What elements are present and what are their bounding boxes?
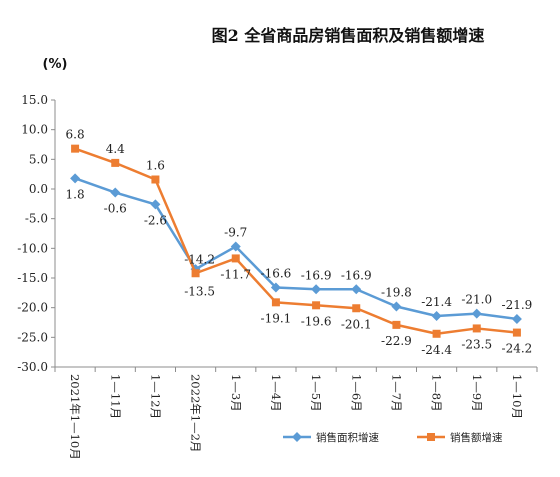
x-tick-label: 1—3月 bbox=[229, 374, 243, 412]
x-tick-label: 1—9月 bbox=[470, 374, 484, 412]
data-point bbox=[391, 301, 402, 312]
data-point bbox=[231, 254, 240, 263]
data-point bbox=[392, 320, 401, 329]
data-label: -20.1 bbox=[341, 317, 372, 331]
data-point bbox=[270, 282, 281, 293]
x-tick-label: 1—10月 bbox=[510, 374, 524, 419]
data-label: 1.8 bbox=[66, 187, 85, 201]
x-tick-label: 1—12月 bbox=[148, 374, 162, 419]
data-label: -21.9 bbox=[502, 298, 533, 312]
data-labels: 6.81.84.4-0.61.6-2.6-14.2-13.5-9.7-11.7-… bbox=[66, 128, 533, 357]
data-point bbox=[71, 144, 80, 153]
data-label: -9.7 bbox=[224, 226, 247, 240]
chart-axes bbox=[54, 100, 537, 368]
y-tick-label: -10.0 bbox=[17, 241, 48, 255]
legend-label: 销售额增速 bbox=[450, 431, 503, 444]
x-tick-label: 1—4月 bbox=[269, 374, 283, 412]
data-point bbox=[111, 158, 120, 167]
y-tick-label: 0.0 bbox=[29, 182, 48, 196]
legend-item: 销售面积增速 bbox=[283, 431, 379, 444]
series-sales-growth bbox=[71, 144, 521, 338]
data-point bbox=[271, 298, 280, 307]
x-tick-label: 1—7月 bbox=[389, 374, 403, 412]
data-label: -19.1 bbox=[261, 311, 292, 325]
y-tick-label: -20.0 bbox=[17, 301, 48, 315]
data-label: -22.9 bbox=[381, 334, 412, 348]
data-label: -2.6 bbox=[144, 213, 167, 227]
chart-legend: 销售面积增速 销售额增速 bbox=[283, 431, 503, 444]
y-tick-label: -5.0 bbox=[25, 212, 48, 226]
data-label: 4.4 bbox=[106, 142, 125, 156]
chart-series bbox=[70, 144, 522, 338]
chart-title: 图2 全省商品房销售面积及销售额增速 bbox=[212, 26, 485, 45]
legend-item: 销售额增速 bbox=[417, 431, 503, 444]
data-label: -14.2 bbox=[184, 252, 215, 266]
data-point bbox=[351, 284, 362, 295]
data-label: -24.2 bbox=[502, 342, 533, 356]
x-tick-label: 1—8月 bbox=[430, 374, 444, 412]
y-axis-unit-label: (%) bbox=[43, 57, 68, 72]
data-point bbox=[472, 324, 481, 333]
data-point bbox=[432, 329, 441, 338]
data-label: -21.4 bbox=[421, 295, 452, 309]
data-label: -21.0 bbox=[461, 293, 492, 307]
data-label: -19.6 bbox=[301, 314, 332, 328]
data-point bbox=[431, 310, 442, 321]
data-point bbox=[311, 284, 322, 295]
y-tick-label: 10.0 bbox=[21, 123, 48, 137]
y-tick-label: -15.0 bbox=[17, 271, 48, 285]
legend-marker bbox=[427, 433, 435, 441]
series-line bbox=[74, 177, 518, 321]
data-point bbox=[512, 328, 521, 337]
data-label: 1.6 bbox=[146, 159, 165, 173]
y-axis-ticks: 15.0 10.0 5.0 0.0 -5.0 -10.0 -15.0 -20.0 -25.0 -3… bbox=[17, 93, 55, 374]
data-label: -24.4 bbox=[421, 343, 452, 357]
x-tick-label: 2021年1—10月 bbox=[68, 374, 82, 460]
data-point bbox=[191, 269, 200, 278]
data-point bbox=[230, 241, 241, 252]
x-tick-label: 1—6月 bbox=[349, 374, 363, 412]
data-point bbox=[70, 173, 81, 184]
data-label: -13.5 bbox=[184, 284, 215, 298]
y-tick-label: 5.0 bbox=[29, 152, 48, 166]
data-point bbox=[151, 175, 160, 184]
series-line bbox=[74, 147, 518, 336]
data-label: -16.9 bbox=[301, 268, 332, 282]
data-point bbox=[110, 187, 121, 198]
x-tick-label: 1—11月 bbox=[108, 374, 122, 419]
data-point bbox=[352, 304, 361, 313]
data-point bbox=[150, 199, 161, 210]
legend-label: 销售面积增速 bbox=[316, 431, 379, 444]
y-tick-label: -30.0 bbox=[17, 360, 48, 374]
data-point bbox=[471, 308, 482, 319]
x-axis-ticks: 2021年1—10月 1—11月 1—12月 2022年1—2月 1—3月 1—4月 1—5… bbox=[54, 367, 538, 460]
data-label: -16.9 bbox=[341, 268, 372, 282]
data-label: -16.6 bbox=[261, 266, 292, 280]
data-label: -19.8 bbox=[381, 285, 412, 299]
data-label: -11.7 bbox=[220, 267, 251, 281]
x-tick-label: 1—5月 bbox=[309, 374, 323, 412]
data-label: 6.8 bbox=[66, 128, 85, 142]
legend-marker bbox=[292, 432, 302, 442]
y-tick-label: 15.0 bbox=[21, 93, 48, 107]
x-tick-label: 2022年1—2月 bbox=[189, 374, 203, 452]
data-point bbox=[511, 313, 522, 324]
series-area-growth bbox=[70, 173, 522, 324]
data-label: -23.5 bbox=[461, 337, 492, 351]
data-point bbox=[312, 301, 321, 310]
y-tick-label: -25.0 bbox=[17, 330, 48, 344]
data-label: -0.6 bbox=[104, 202, 127, 216]
